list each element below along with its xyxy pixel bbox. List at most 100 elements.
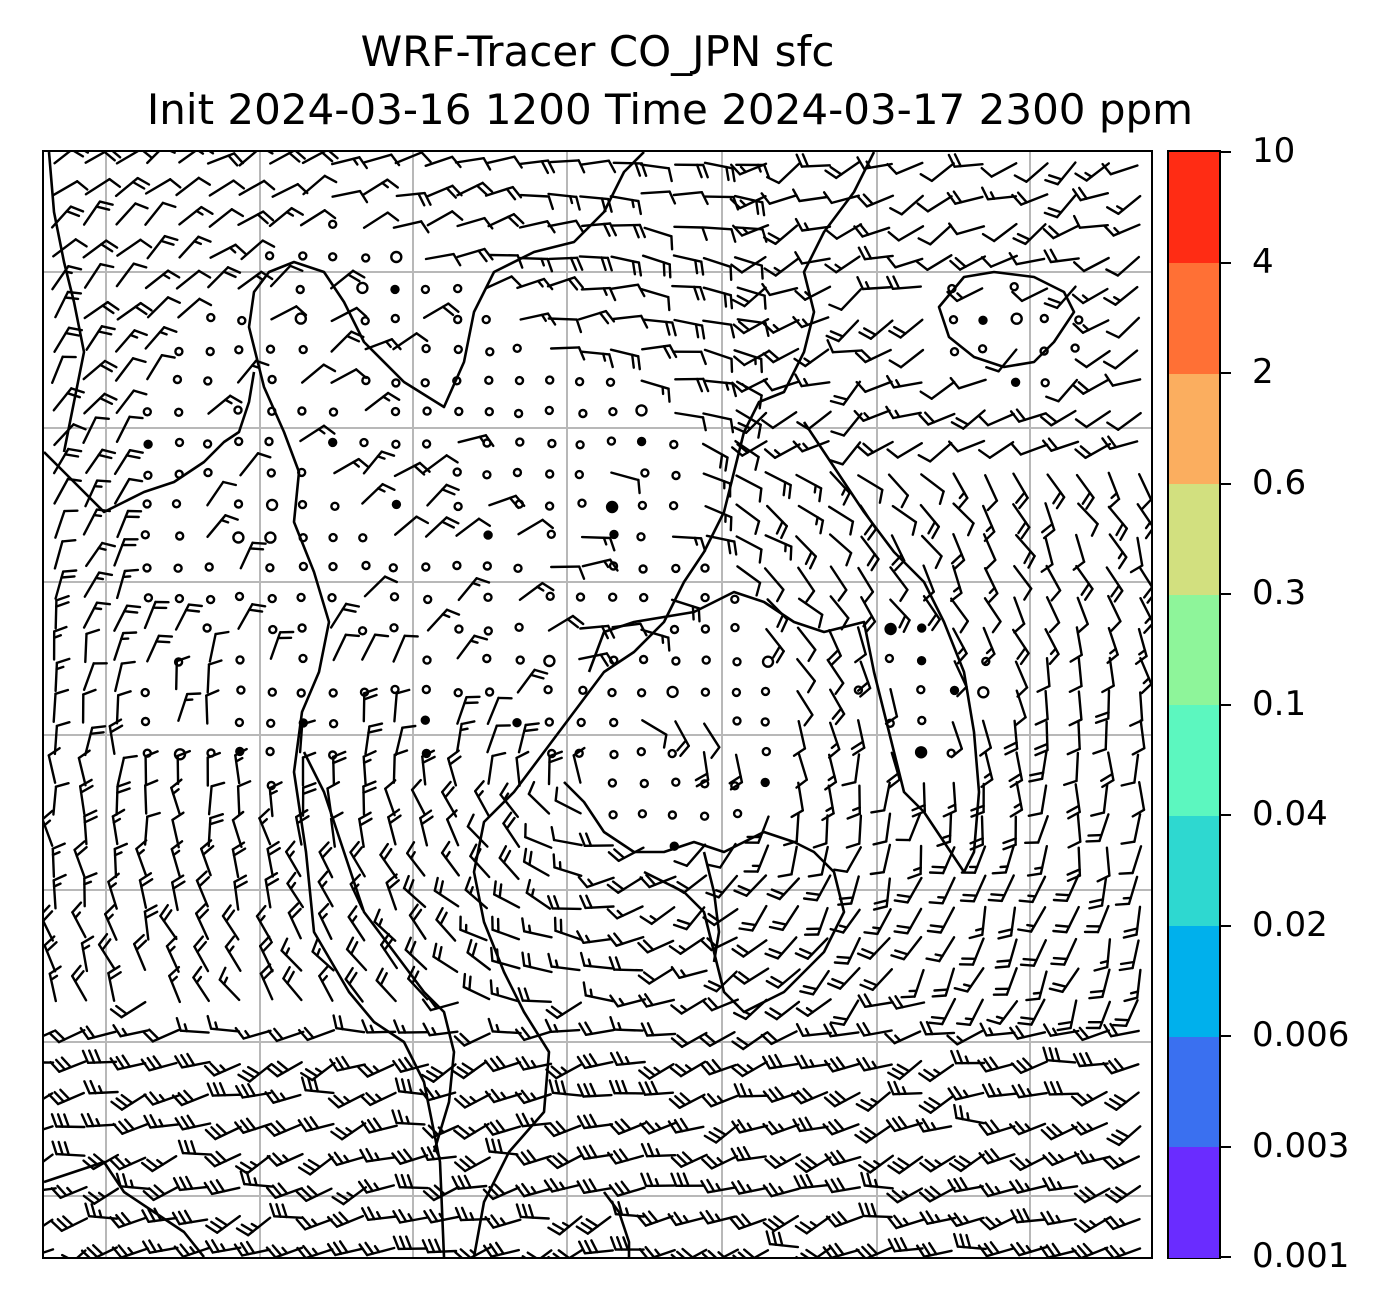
calm-wind-circle — [453, 688, 463, 698]
calm-wind-circle — [358, 533, 368, 543]
calm-wind-circle — [454, 406, 464, 417]
wind-barb — [1052, 905, 1080, 934]
calm-wind-circle — [328, 561, 338, 572]
wind-barb — [546, 1152, 584, 1170]
calm-wind-circle — [701, 655, 711, 665]
wind-barb — [736, 565, 762, 597]
wind-barb — [1106, 411, 1142, 431]
calm-wind-circle — [423, 594, 433, 605]
wind-barb — [794, 285, 832, 301]
wind-barb — [282, 966, 303, 1002]
wind-barb — [52, 688, 70, 723]
wind-barb — [1011, 1083, 1048, 1099]
wind-barb — [1137, 473, 1151, 511]
calm-wind-circle — [143, 593, 154, 603]
coastline-honshu-east — [472, 152, 876, 1257]
wind-barb — [362, 178, 399, 196]
wind-barb — [50, 1184, 88, 1200]
wind-barb — [920, 534, 943, 570]
wind-barb — [829, 595, 850, 631]
calm-wind-circle — [948, 314, 959, 325]
wind-barb — [1068, 690, 1083, 727]
wind-barb — [793, 348, 830, 368]
calm-wind-circle — [297, 623, 307, 633]
wind-barb — [639, 873, 677, 889]
calm-wind-circle — [452, 560, 462, 571]
wind-barb — [221, 904, 240, 941]
colorbar-tick — [1221, 1256, 1231, 1258]
wind-barb — [918, 411, 956, 426]
wind-barb — [236, 359, 270, 384]
wind-barb — [765, 1230, 800, 1249]
wind-barb — [1010, 1057, 1048, 1074]
wind-barb — [763, 443, 801, 459]
wind-barb — [331, 1186, 368, 1206]
calm-wind-circle — [609, 655, 619, 665]
wind-barb — [271, 183, 309, 198]
wind-barb — [193, 935, 210, 973]
wind-barb — [829, 688, 846, 726]
wind-barb — [1011, 443, 1049, 456]
wind-barb — [667, 1211, 705, 1227]
wind-barb — [889, 194, 924, 216]
calm-wind-circle — [265, 746, 275, 757]
wind-barb — [917, 224, 953, 246]
calm-wind-circle — [544, 405, 554, 416]
wind-barb — [1044, 628, 1060, 665]
wind-barb — [925, 936, 956, 963]
wind-barb — [672, 906, 706, 931]
wind-barb — [364, 391, 401, 412]
wind-barb — [641, 344, 678, 359]
wind-barb — [331, 189, 369, 204]
calm-wind-circle — [390, 284, 400, 295]
wind-barb — [761, 282, 799, 297]
wind-barb — [1056, 999, 1078, 1032]
wind-barb — [457, 577, 491, 602]
wind-barb — [731, 939, 768, 958]
wind-barb — [918, 1185, 956, 1203]
wind-barb — [113, 449, 144, 476]
wind-barb — [893, 876, 923, 904]
wind-barb — [674, 411, 707, 432]
wind-barb — [978, 1148, 1016, 1165]
wind-barb — [887, 1080, 923, 1096]
wind-barb — [357, 1063, 395, 1078]
wind-barb — [231, 841, 247, 879]
wind-barb — [731, 440, 768, 457]
wind-barb — [318, 965, 334, 1002]
wind-barb — [484, 1055, 522, 1073]
wind-barb — [295, 1216, 333, 1231]
wind-barb — [704, 505, 733, 532]
wind-barb — [885, 1115, 923, 1133]
calm-wind-markers — [140, 219, 1084, 851]
calm-wind-circle — [514, 499, 524, 509]
calm-wind-circle — [359, 687, 370, 697]
wind-barb — [886, 1187, 924, 1204]
wind-barb — [916, 1241, 953, 1257]
calm-wind-circle — [609, 717, 619, 728]
wind-barb — [362, 211, 400, 229]
wind-barb — [456, 695, 481, 725]
wind-barb — [1105, 194, 1142, 215]
wind-barb — [920, 473, 945, 505]
wind-barb — [1096, 846, 1111, 883]
wind-barb — [919, 162, 955, 183]
wind-barb — [1103, 1215, 1141, 1231]
calm-wind-circle — [453, 314, 463, 325]
wind-barb — [1107, 505, 1129, 541]
wind-barb — [142, 1184, 180, 1202]
wind-barb — [547, 895, 582, 911]
wind-barb — [979, 1182, 1017, 1198]
wind-barb — [545, 1063, 583, 1080]
calm-wind-circle — [453, 283, 463, 294]
calm-wind-circle — [947, 283, 957, 294]
calm-wind-circle — [421, 748, 432, 759]
wind-barb — [760, 1030, 798, 1046]
calm-wind-circle — [667, 810, 678, 820]
wind-barb — [236, 780, 252, 816]
wind-barb — [552, 853, 583, 877]
wind-barb — [116, 301, 153, 321]
wind-barb — [985, 348, 1018, 373]
wind-barb — [51, 264, 83, 291]
wind-barb — [732, 967, 770, 985]
